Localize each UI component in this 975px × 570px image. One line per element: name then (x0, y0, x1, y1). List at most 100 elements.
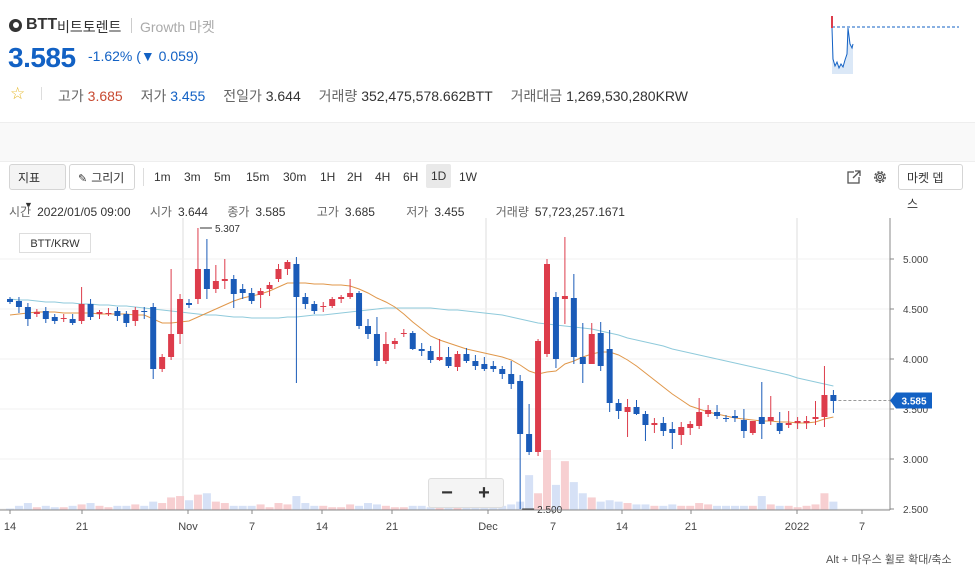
volume-bar (713, 505, 722, 510)
price-change: -1.62% (▼ 0.059) (88, 48, 198, 64)
candle-body (669, 429, 676, 433)
candle-body (141, 311, 148, 312)
candle-body (785, 423, 792, 425)
volume-bar (220, 503, 229, 510)
volume-bar (6, 508, 14, 510)
volume-bar (122, 505, 131, 510)
zoom-hint: Alt + 마우스 휠로 확대/축소 (826, 554, 952, 566)
zoom-control: − + (428, 478, 504, 508)
interval-3m[interactable]: 3m (184, 170, 201, 184)
candle-body (78, 304, 85, 321)
candle-body (365, 326, 371, 334)
draw-button[interactable]: ✎ 그리기 (69, 164, 135, 190)
candle-body (758, 417, 765, 424)
zoom-out-button[interactable]: − (441, 482, 453, 504)
candle-body (132, 310, 139, 321)
candle-body (463, 354, 470, 361)
candle-body (311, 304, 318, 311)
interval-1h[interactable]: 1H (320, 170, 336, 184)
x-tick-label: 14 (4, 521, 16, 533)
y-tick-label: 2.500 (903, 505, 928, 516)
divider (143, 168, 144, 186)
x-tick-label: 21 (386, 521, 398, 533)
max-price-label: 5.307 (215, 224, 240, 235)
candle-body (123, 314, 130, 323)
market-label: Growth 마켓 (140, 19, 215, 35)
volume-bar (256, 504, 265, 510)
volume-bar (292, 496, 301, 510)
volume-bar (659, 505, 668, 510)
volume-bar (337, 507, 346, 510)
current-price: 3.585 (8, 42, 76, 73)
interval-15m[interactable]: 15m (246, 170, 270, 184)
market-depth-button[interactable]: 마켓 뎁스 (898, 164, 963, 211)
low-value: 3.455 (434, 205, 465, 219)
volume-bar (775, 505, 784, 510)
trade-value-label: 거래대금 (510, 88, 563, 104)
interval-1m[interactable]: 1m (154, 170, 171, 184)
popout-icon[interactable] (845, 168, 863, 186)
candle-body (687, 424, 694, 428)
x-tick-label: Dec (478, 521, 498, 533)
interval-4h[interactable]: 4H (375, 170, 391, 184)
candle-body (302, 297, 309, 304)
candle-body (7, 299, 13, 302)
interval-1d[interactable]: 1D (426, 164, 452, 188)
candle-body (714, 412, 721, 416)
volume-bar (265, 507, 274, 510)
gear-icon[interactable] (871, 168, 889, 186)
volume-bar (158, 503, 167, 510)
candle-body (597, 333, 604, 366)
volume-bar (739, 505, 748, 510)
low-label: 저가 (406, 205, 429, 219)
volume-bar (319, 505, 328, 510)
candle-body (660, 423, 667, 431)
candle-body (293, 264, 300, 297)
prev-close-label: 전일가 (223, 88, 262, 104)
volume-bar (587, 497, 596, 510)
indicator-button[interactable]: 지표 ▼ (9, 164, 66, 210)
x-tick-label: Nov (178, 521, 198, 533)
interval-6h[interactable]: 6H (403, 170, 419, 184)
interval-30m[interactable]: 30m (283, 170, 307, 184)
volume-bar (202, 493, 211, 510)
candle-body (24, 307, 31, 319)
interval-5m[interactable]: 5m (214, 170, 231, 184)
x-tick-label: 2022 (785, 521, 809, 533)
interval-1w[interactable]: 1W (459, 170, 477, 184)
candle-body (579, 357, 586, 364)
coin-logo-icon (9, 19, 22, 32)
candle-body (194, 269, 201, 299)
high-value: 3.685 (344, 205, 375, 219)
volume-bar (77, 504, 86, 510)
candle-body (87, 304, 94, 317)
candle-body (15, 301, 22, 307)
candle-body (490, 366, 497, 369)
candle-body (812, 417, 819, 419)
candle-body (830, 395, 837, 401)
volume-bar (355, 505, 364, 510)
volume-bar (68, 505, 77, 510)
change-amount: (▼ 0.059) (136, 48, 199, 64)
candle-body (418, 349, 425, 351)
volume-bar (650, 505, 659, 510)
volume-label: 거래량 (495, 205, 529, 219)
section-divider (0, 122, 975, 162)
interval-2h[interactable]: 2H (347, 170, 363, 184)
volume-bar (417, 505, 426, 510)
volume-bar (140, 505, 149, 510)
candle-body (239, 289, 246, 293)
favorite-star-icon[interactable]: ☆ (10, 84, 26, 103)
volume-bar (820, 493, 829, 510)
candle-body (203, 269, 210, 289)
zoom-in-button[interactable]: + (478, 482, 490, 504)
volume-bar (399, 507, 408, 510)
volume-bar (722, 505, 730, 510)
volume-bar (238, 505, 247, 510)
change-percent: -1.62% (88, 48, 133, 64)
candle-body (320, 306, 327, 307)
volume-bar (695, 503, 704, 510)
volume-bar (193, 494, 202, 510)
ohlc-readout: 시간 2022/01/05 09:00 시가 3.644 종가 3.585 고가 3.6… (9, 203, 641, 220)
